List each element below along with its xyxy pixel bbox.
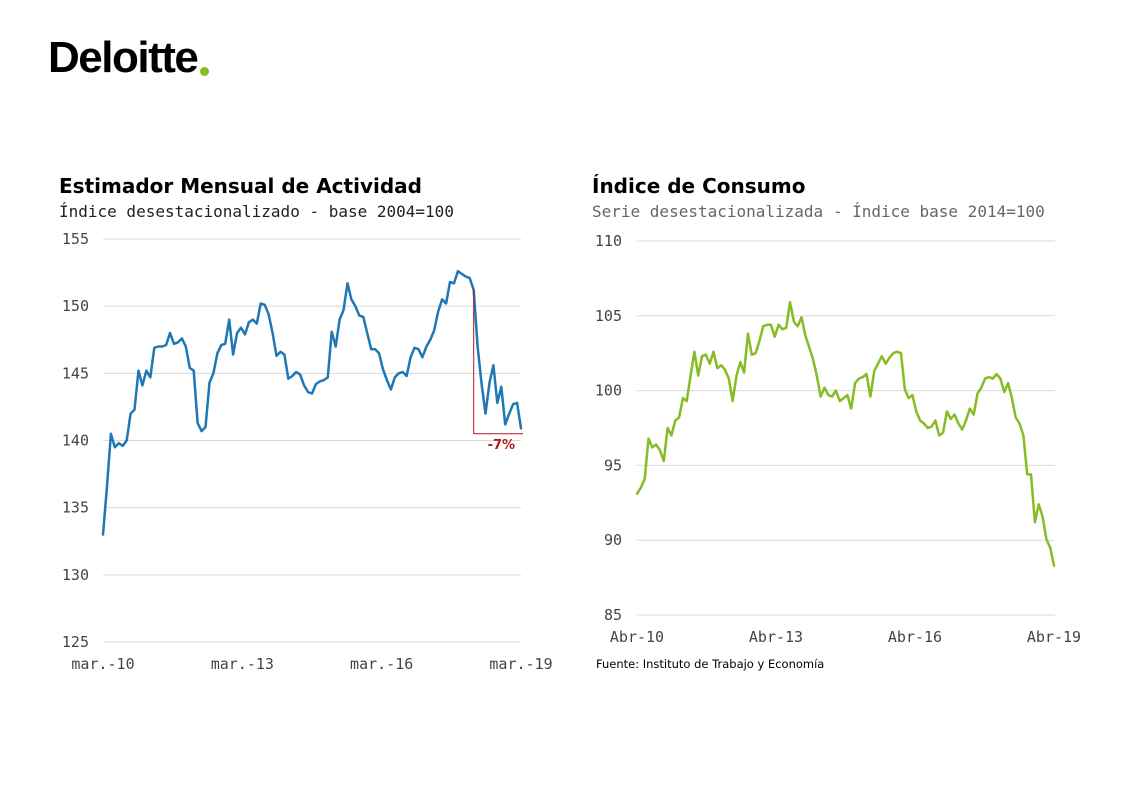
y-tick-label-actividad: 155 (62, 230, 89, 248)
y-tick-label-consumo: 100 (595, 382, 622, 400)
logo-text: Deloitte (48, 33, 199, 82)
series-line-actividad (101, 269, 523, 536)
x-tick-label-actividad: mar.-19 (489, 655, 552, 673)
chart-subtitle-consumo: Serie desestacionalizada - Índice base 2… (592, 202, 1045, 221)
logo-dot (200, 67, 210, 76)
y-tick-label-actividad: 145 (62, 364, 89, 382)
x-tick-label-consumo: Abr-10 (610, 628, 664, 646)
y-tick-label-consumo: 90 (604, 531, 622, 549)
source-note: Fuente: Instituto de Trabajo y Economía (596, 657, 825, 671)
x-tick-label-consumo: Abr-16 (888, 628, 942, 646)
x-tick-label-actividad: mar.-10 (71, 655, 134, 673)
y-tick-label-consumo: 85 (604, 606, 622, 624)
y-tick-label-consumo: 105 (595, 307, 622, 325)
x-tick-label-actividad: mar.-16 (350, 655, 413, 673)
y-tick-label-consumo: 95 (604, 456, 622, 474)
y-tick-label-consumo: 110 (595, 232, 622, 250)
chart-title-consumo: Índice de Consumo (592, 174, 806, 198)
x-tick-label-actividad: mar.-13 (211, 655, 274, 673)
x-tick-label-consumo: Abr-19 (1027, 628, 1081, 646)
x-tick-label-consumo: Abr-13 (749, 628, 803, 646)
chart-subtitle-actividad: Índice desestacionalizado - base 2004=10… (59, 202, 454, 221)
deloitte-logo: Deloitte (48, 33, 210, 82)
y-tick-label-actividad: 125 (62, 633, 89, 651)
y-tick-label-actividad: 130 (62, 566, 89, 584)
series-line-consumo (635, 301, 1056, 567)
y-tick-label-actividad: 135 (62, 499, 89, 517)
y-tick-label-actividad: 140 (62, 432, 89, 450)
annotation-label: -7% (488, 438, 515, 453)
y-tick-label-actividad: 150 (62, 297, 89, 315)
chart-title-actividad: Estimador Mensual de Actividad (59, 174, 422, 198)
